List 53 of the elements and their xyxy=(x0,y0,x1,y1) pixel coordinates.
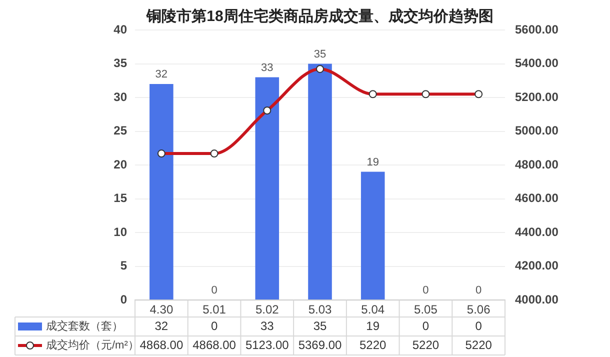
bar xyxy=(150,84,174,300)
text: 0 xyxy=(211,284,218,297)
data-label: 0 xyxy=(210,318,218,333)
y2-tick-label: 5200.00 xyxy=(515,90,559,104)
y2-tick-label: 4800.00 xyxy=(515,157,559,172)
y2-tick-label: 4400.00 xyxy=(515,224,559,239)
data-label: 5220 xyxy=(412,338,440,352)
y-tick-label: 10 xyxy=(114,224,128,239)
chart-title: 铜陵市第18周住宅类商品房成交量、成交均价趋势图 xyxy=(146,7,494,26)
data-label: 5123.00 xyxy=(245,338,290,352)
y2-tick-label: 4200.00 xyxy=(515,258,559,273)
text: 32 xyxy=(155,68,168,81)
data-label: 32 xyxy=(154,318,168,333)
x-tick-label: 5.05 xyxy=(414,302,438,317)
x-tick-label: 5.02 xyxy=(255,302,280,317)
data-label: 0 xyxy=(422,318,430,333)
y-tick-label: 30 xyxy=(114,90,128,104)
text: 0 xyxy=(476,284,482,297)
y-tick-label: 15 xyxy=(114,191,128,206)
data-label: 19 xyxy=(366,318,380,333)
y2-tick-label: 4000.00 xyxy=(515,292,559,306)
data-label: 0 xyxy=(475,318,482,333)
data-label: 33 xyxy=(260,318,274,333)
y2-tick-label: 4600.00 xyxy=(515,191,559,206)
x-tick-label: 5.01 xyxy=(202,302,226,317)
data-label: 4868.00 xyxy=(140,338,184,352)
data-label: 35 xyxy=(313,318,327,333)
data-label: 5369.00 xyxy=(298,338,342,352)
x-tick-label: 4.30 xyxy=(150,302,174,317)
y2-tick-label: 5400.00 xyxy=(515,56,559,70)
bar xyxy=(308,64,332,300)
y-tick-label: 35 xyxy=(114,56,128,70)
text: 0 xyxy=(422,284,429,297)
y-tick-label: 25 xyxy=(114,124,128,138)
bar xyxy=(255,77,280,300)
legend-label: 成交套数（套） xyxy=(46,320,123,333)
text: 19 xyxy=(366,156,379,168)
x-tick-label: 5.03 xyxy=(308,302,332,317)
y-tick-label: 5 xyxy=(120,258,128,273)
text: 35 xyxy=(314,48,326,60)
bar xyxy=(360,172,385,300)
data-label: 4868.00 xyxy=(192,338,236,352)
y-tick-label: 0 xyxy=(120,292,128,306)
y2-tick-label: 5600.00 xyxy=(515,22,559,36)
text: 33 xyxy=(261,62,274,74)
x-tick-label: 5.06 xyxy=(466,302,491,317)
data-label: 5220 xyxy=(360,338,387,352)
data-label: 5220 xyxy=(465,338,492,352)
y-tick-label: 40 xyxy=(114,22,128,36)
x-tick-label: 5.04 xyxy=(361,302,385,317)
y2-tick-label: 5000.00 xyxy=(515,124,559,138)
y-tick-label: 20 xyxy=(114,157,128,172)
legend-label: 成交均价（元/m²） xyxy=(46,338,139,352)
